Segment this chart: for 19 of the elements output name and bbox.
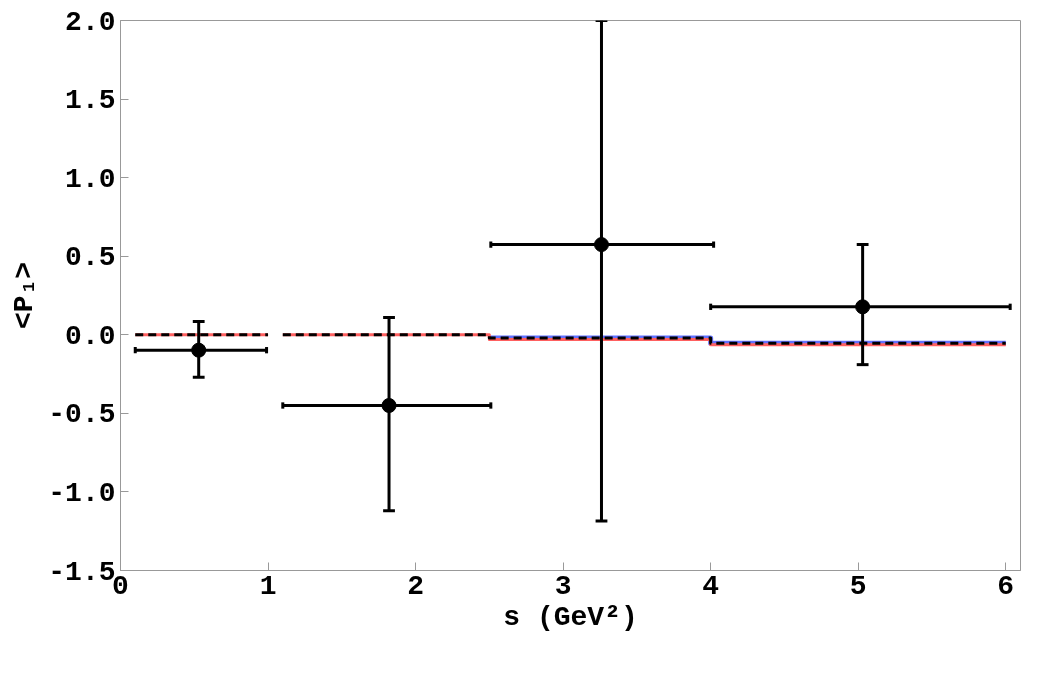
y-axis-title: <P₁> xyxy=(9,261,41,330)
x-tick-label: 5 xyxy=(849,570,867,602)
y-tick-label: 1.0 xyxy=(65,163,116,195)
y-tick-label: -0.5 xyxy=(48,399,116,431)
y-tick-label: 0.0 xyxy=(65,320,116,352)
x-tick-label: 6 xyxy=(997,570,1015,602)
y-tick-label: -1.0 xyxy=(48,477,116,509)
y-tick-label: 0.5 xyxy=(65,242,116,274)
x-tick-label: 2 xyxy=(407,570,424,602)
y-tick-label: 1.5 xyxy=(65,85,116,117)
point xyxy=(191,342,207,358)
y-tick-label: 2.0 xyxy=(65,6,116,38)
x-axis-title: s (GeV²) xyxy=(503,601,638,633)
x-tick-label: 4 xyxy=(702,570,720,602)
point xyxy=(593,237,609,253)
x-tick-label: 1 xyxy=(259,570,277,602)
point xyxy=(855,299,871,315)
x-tick-label: 3 xyxy=(554,570,572,602)
point xyxy=(381,398,397,413)
